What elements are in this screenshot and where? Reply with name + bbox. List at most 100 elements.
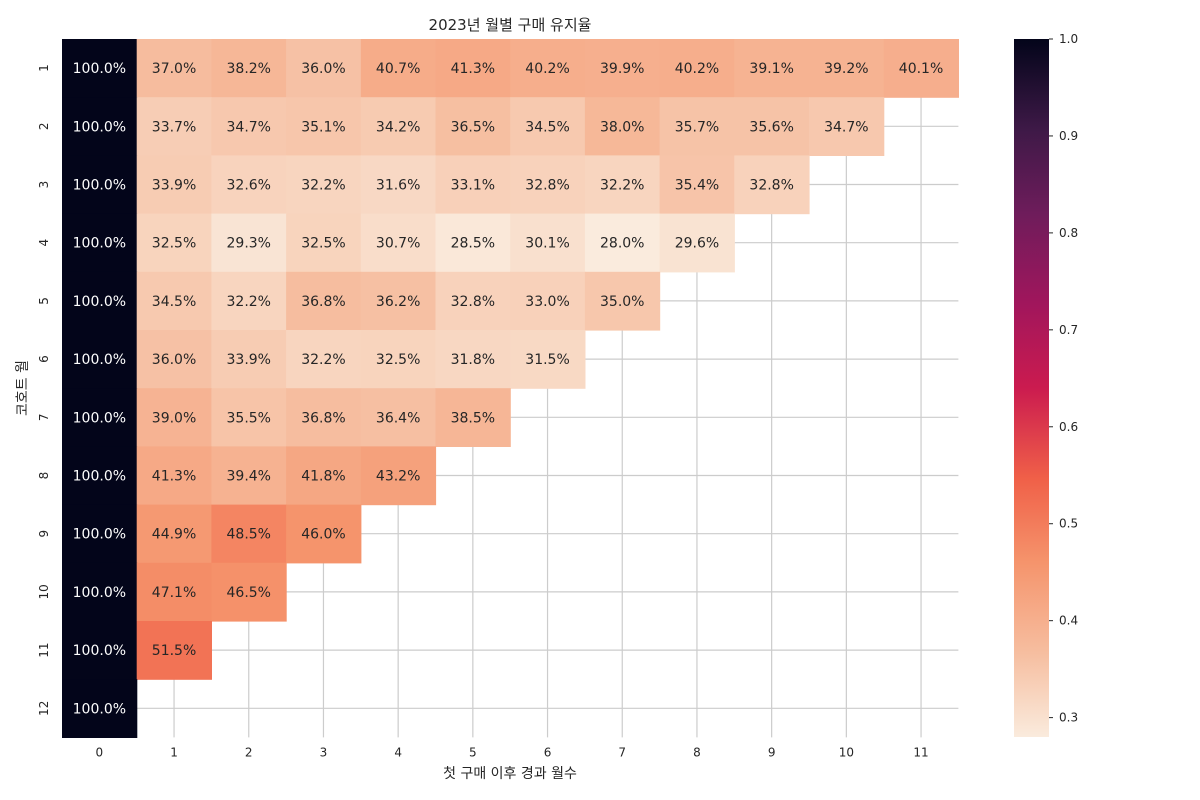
heatmap-cell [211,446,287,506]
heatmap-cell [360,388,437,447]
colorbar-tick-label: 1.0 [1059,32,1078,46]
cell-value-label: 46.0% [301,527,345,543]
cell-value-label: 100.0% [73,585,126,601]
x-tick-label: 1 [170,745,178,759]
heatmap-cell [211,330,287,389]
heatmap-cell [584,213,661,273]
heatmap-cell [136,213,212,273]
cell-value-label: 35.0% [600,294,644,310]
heatmap-cell [809,39,885,98]
heatmap-cell [510,330,586,389]
heatmap-cell [62,271,138,331]
heatmap-cell [211,271,287,331]
cell-value-label: 48.5% [227,527,271,543]
x-tick-label: 3 [320,745,328,759]
cell-value-label: 41.3% [451,61,495,77]
heatmap-cell [435,388,511,447]
heatmap-cell [510,155,586,215]
heatmap-cell [659,213,735,273]
colorbar-ticks: 0.3 0.4 0.5 0.6 0.7 0.8 0.9 1.0 [1049,32,1078,725]
heatmap-cell [584,97,661,156]
heatmap-cell [136,271,212,331]
cell-value-label: 36.8% [301,294,345,310]
heatmap-cell [286,97,362,156]
heatmap-cell [360,155,437,215]
heatmap-cell [809,97,885,156]
heatmap-cell [435,39,511,98]
heatmap-cell [211,562,287,622]
heatmap-cell [286,271,362,331]
heatmap-cell [136,97,212,156]
heatmap-cell [435,155,511,215]
heatmap-cell [883,39,959,98]
cell-value-label: 33.9% [227,352,271,368]
cell-value-label: 28.0% [600,236,644,252]
cell-value-label: 34.5% [152,294,196,310]
heatmap-cells: 100.0% 37.0% 38.2% 36.0% 40.7% 41.3% 40.2% 39.9… [62,39,959,738]
cell-value-label: 44.9% [152,527,196,543]
heatmap-cell [659,39,735,98]
heatmap-cell [286,330,362,389]
heatmap-cell [584,155,661,215]
heatmap-cell [211,155,287,215]
heatmap-cell [360,213,437,273]
y-tick-label: 8 [37,472,51,480]
heatmap-cell [62,446,138,506]
cell-value-label: 34.7% [227,119,271,135]
x-tick-label: 2 [245,745,253,759]
cell-value-label: 41.8% [301,469,345,485]
heatmap-cell [286,504,362,564]
heatmap-cell [136,39,212,98]
x-tick-label: 7 [618,745,626,759]
cell-value-label: 100.0% [73,294,126,310]
heatmap-cell [62,504,138,564]
x-axis-ticks: 0 1 2 3 4 5 6 7 8 9 10 11 [96,745,929,759]
heatmap-cell [62,388,138,447]
cell-value-label: 30.1% [525,236,569,252]
cell-value-label: 39.2% [824,61,868,77]
heatmap-cell [62,213,138,273]
heatmap-cell [734,155,810,215]
x-axis-label: 첫 구매 이후 경과 월수 [443,766,577,782]
heatmap-cell [136,504,212,564]
cell-value-label: 38.2% [227,61,271,77]
x-tick-label: 6 [544,745,552,759]
cell-value-label: 32.2% [301,178,345,194]
heatmap-cell [659,155,735,215]
cell-value-label: 39.9% [600,61,644,77]
x-tick-label: 9 [768,745,776,759]
x-tick-label: 5 [469,745,477,759]
heatmap-cell [62,155,138,215]
cell-value-label: 31.6% [376,178,420,194]
y-tick-label: 12 [37,701,51,716]
y-tick-label: 6 [37,355,51,363]
heatmap-cell [136,388,212,447]
cell-value-label: 100.0% [73,410,126,426]
cell-value-label: 36.0% [301,61,345,77]
colorbar-tick-label: 0.5 [1059,517,1078,531]
x-tick-label: 8 [693,745,701,759]
heatmap-cell [136,562,212,622]
y-tick-label: 5 [37,297,51,305]
cell-value-label: 36.5% [451,119,495,135]
cell-value-label: 33.0% [525,294,569,310]
colorbar-tick-label: 0.8 [1059,226,1078,240]
heatmap-cell [510,39,586,98]
colorbar-tick-label: 0.6 [1059,420,1078,434]
y-tick-label: 4 [37,239,51,247]
cell-value-label: 33.7% [152,119,196,135]
cell-value-label: 28.5% [451,236,495,252]
heatmap-cell [62,679,138,738]
heatmap-cell [435,213,511,273]
cell-value-label: 40.2% [675,61,719,77]
heatmap-cell [62,621,138,680]
heatmap-cell [286,388,362,447]
x-tick-label: 4 [394,745,402,759]
cell-value-label: 32.2% [600,178,644,194]
cell-value-label: 32.5% [301,236,345,252]
heatmap-cell [136,446,212,506]
cell-value-label: 32.8% [525,178,569,194]
cell-value-label: 32.6% [227,178,271,194]
colorbar-tick-label: 0.3 [1059,711,1078,725]
